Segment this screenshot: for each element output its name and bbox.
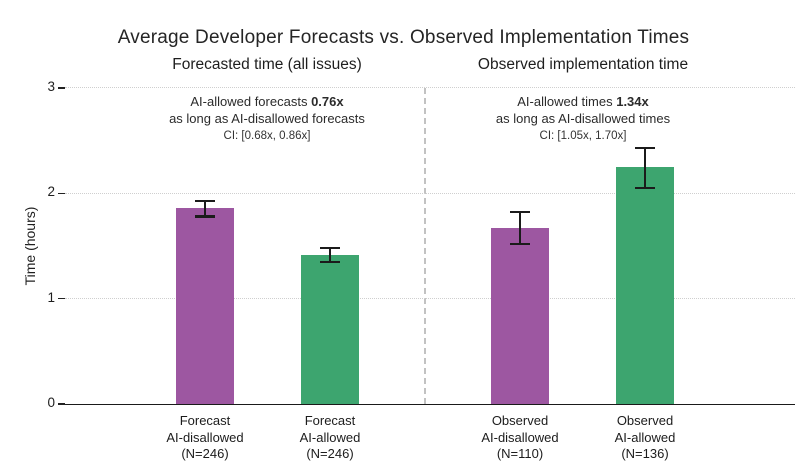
annotation-forecast-line1: AI-allowed forecasts 0.76x	[102, 93, 432, 110]
annotation-forecast-ratio: 0.76x	[311, 94, 344, 109]
error-bar-cap-bottom	[510, 242, 530, 246]
chart-title: Average Developer Forecasts vs. Observed…	[117, 27, 690, 48]
x-tick-label: Observed AI-allowed (N=136)	[614, 413, 676, 461]
annotation-forecast: AI-allowed forecasts 0.76x as long as AI…	[102, 93, 432, 145]
annotation-forecast-line2: as long as AI-disallowed forecasts	[169, 111, 365, 126]
error-bar-line	[519, 212, 521, 244]
panel-divider	[424, 88, 426, 404]
error-bar-cap-top	[635, 146, 655, 150]
annotation-observed-line2: as long as AI-disallowed times	[495, 111, 671, 126]
bar	[301, 255, 359, 404]
annotation-observed: AI-allowed times 1.34x as long as AI-dis…	[418, 93, 748, 145]
y-tick-label: 1	[47, 289, 55, 305]
error-bar-cap-top	[510, 211, 530, 214]
error-bar-line	[644, 148, 646, 189]
panel-subtitle-observed: Observed implementation time	[477, 56, 689, 73]
error-bar-cap-bottom	[195, 215, 215, 218]
x-tick-label: Forecast AI-disallowed (N=246)	[166, 413, 244, 461]
bar	[491, 228, 549, 404]
y-tick-mark	[58, 192, 65, 195]
gridline	[65, 297, 795, 299]
x-tick-label: Forecast AI-allowed (N=246)	[299, 413, 361, 461]
y-tick-label: 3	[47, 79, 55, 94]
annotation-forecast-prefix: AI-allowed forecasts	[190, 94, 312, 109]
gridline	[65, 87, 795, 89]
annotation-observed-line1: AI-allowed times 1.34x	[418, 93, 748, 110]
y-tick-label: 0	[47, 395, 55, 410]
annotation-observed-ratio: 1.34x	[616, 94, 649, 109]
y-tick-mark	[58, 87, 65, 89]
error-bar-cap-bottom	[635, 186, 655, 190]
annotation-forecast-ci: CI: [0.68x, 0.86x]	[223, 130, 311, 142]
bar	[176, 208, 234, 404]
y-axis-label: Time (hours)	[22, 206, 38, 286]
panel-subtitle-forecast: Forecasted time (all issues)	[172, 56, 362, 73]
error-bar-cap-top	[320, 246, 340, 250]
error-bar-line	[329, 248, 331, 262]
error-bar-cap-top	[195, 199, 215, 202]
y-tick-mark	[58, 297, 65, 300]
bar	[616, 167, 674, 404]
gridline	[65, 192, 795, 194]
x-tick-label: Observed AI-disallowed (N=110)	[481, 413, 559, 461]
annotation-observed-ci: CI: [1.05x, 1.70x]	[539, 130, 627, 142]
y-tick-label: 2	[47, 184, 55, 200]
plot-area: AI-allowed forecasts 0.76x as long as AI…	[47, 79, 795, 461]
error-bar-cap-bottom	[320, 260, 340, 263]
annotation-observed-prefix: AI-allowed times	[517, 94, 617, 109]
error-bar-line	[204, 200, 206, 217]
y-tick-mark	[58, 403, 65, 405]
